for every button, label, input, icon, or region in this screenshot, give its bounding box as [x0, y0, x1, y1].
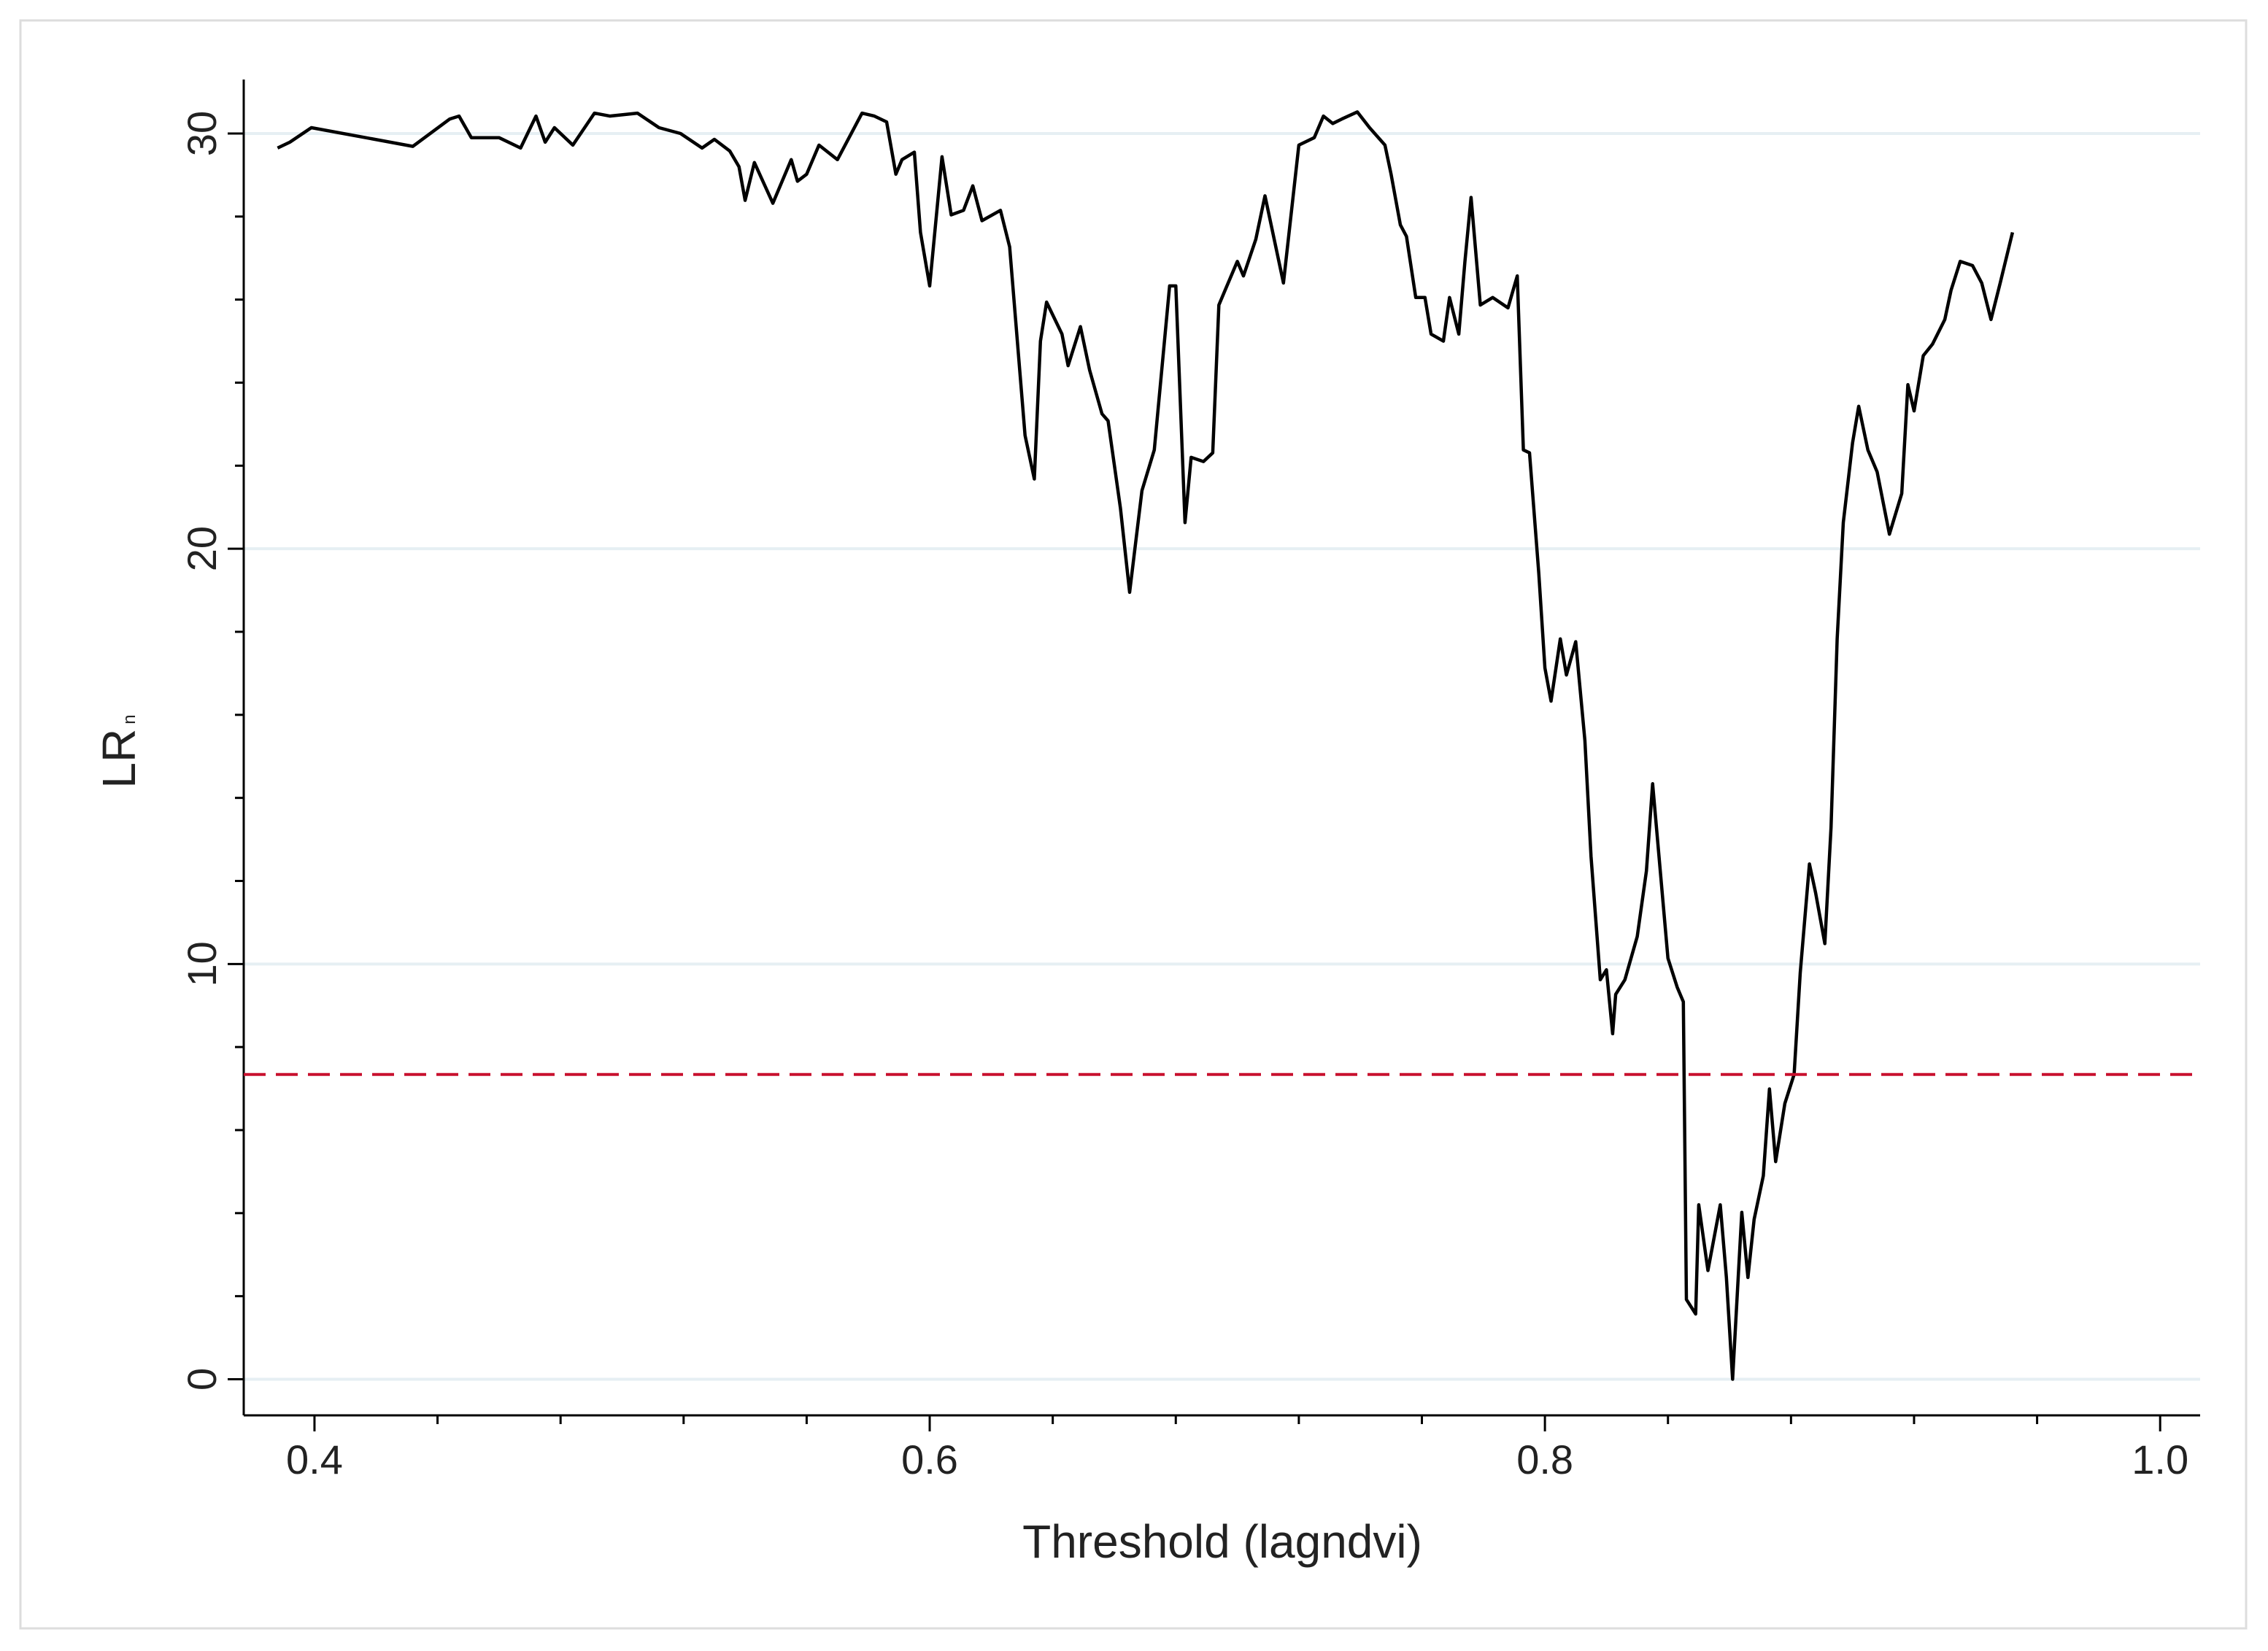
- y-tick-label-group: 0: [179, 1368, 225, 1391]
- y-tick-label: 0: [179, 1368, 225, 1391]
- y-tick-label: 30: [179, 111, 225, 156]
- frame: [19, 19, 2248, 1630]
- y-tick-label-group: 20: [179, 526, 225, 571]
- x-tick-label: 0.6: [901, 1437, 958, 1482]
- y-axis-label: LR n: [93, 714, 145, 788]
- y-tick-label-group: 10: [179, 941, 225, 986]
- y-axis-label-group: LR n: [93, 714, 145, 788]
- x-tick-label: 0.4: [286, 1437, 343, 1482]
- y-axis-label-main: LR: [93, 729, 145, 789]
- data-line: [277, 110, 2015, 1381]
- x-tick-label: 0.8: [1516, 1437, 1573, 1482]
- y-tick-label: 10: [179, 941, 225, 986]
- y-axis-label-sub: n: [120, 714, 139, 724]
- x-axis-label: Threshold (lagndvi): [1022, 1515, 1422, 1568]
- x-tick-label: 1.0: [2132, 1437, 2188, 1482]
- y-tick-label: 20: [179, 526, 225, 571]
- y-tick-label-group: 30: [179, 111, 225, 156]
